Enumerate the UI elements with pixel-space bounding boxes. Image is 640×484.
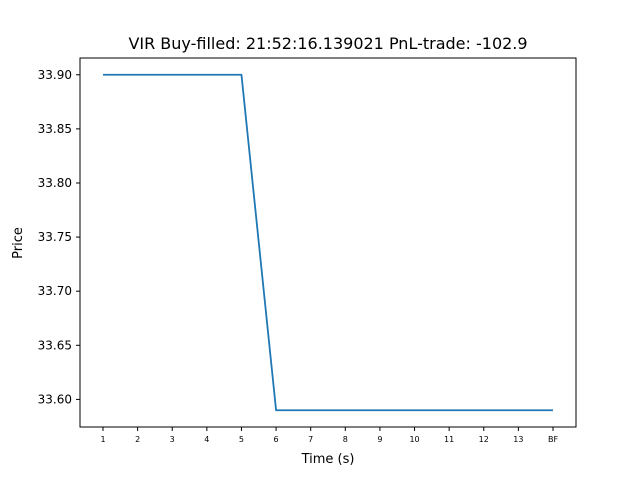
x-tick-label: BF — [548, 435, 558, 444]
x-tick-label: 5 — [239, 435, 244, 444]
x-tick-label: 8 — [343, 435, 348, 444]
x-tick-label: 2 — [135, 435, 140, 444]
x-tick-label: 13 — [513, 435, 523, 444]
x-tick-label: 9 — [377, 435, 382, 444]
y-tick-label: 33.90 — [38, 68, 72, 82]
x-tick-label: 4 — [204, 435, 209, 444]
x-axis: 1 2 3 4 5 6 7 8 9 10 11 12 13 BF — [100, 427, 558, 444]
y-tick-label: 33.60 — [38, 392, 72, 406]
series-layer — [103, 73, 553, 412]
y-tick-label: 33.70 — [38, 284, 72, 298]
plot-area — [79, 57, 577, 428]
y-tick-label: 33.75 — [38, 230, 72, 244]
x-tick-label: 11 — [444, 435, 454, 444]
x-tick-label: 10 — [409, 435, 419, 444]
x-tick-label: 1 — [100, 435, 105, 444]
x-axis-label: Time (s) — [301, 452, 355, 467]
chart-title: VIR Buy-filled: 21:52:16.139021 PnL-trad… — [128, 34, 527, 53]
y-axis: 33.60 33.65 33.70 33.75 33.80 33.85 33.90 — [38, 68, 80, 406]
y-tick-label: 33.65 — [38, 338, 72, 352]
series-line — [103, 73, 553, 412]
x-tick-label: 3 — [170, 435, 175, 444]
y-tick-label: 33.80 — [38, 176, 72, 190]
y-axis-label: Price — [11, 227, 26, 259]
x-tick-label: 7 — [308, 435, 313, 444]
x-tick-label: 6 — [274, 435, 279, 444]
y-tick-label: 33.85 — [38, 122, 72, 136]
x-tick-label: 12 — [479, 435, 489, 444]
